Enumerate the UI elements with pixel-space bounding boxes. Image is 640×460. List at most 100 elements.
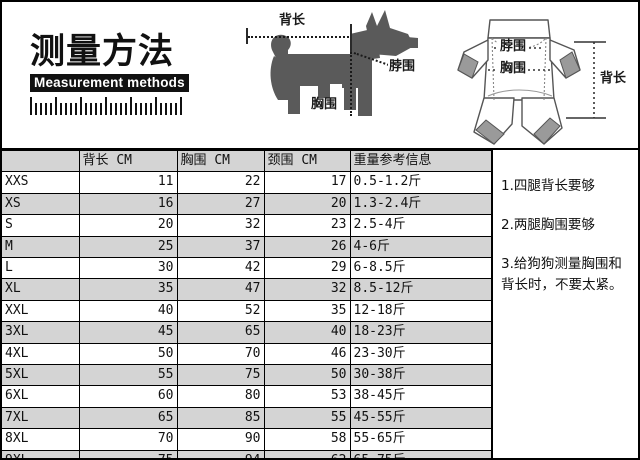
cell-neck-girth: 32 [263,278,351,301]
title-block: 测量方法 Measurement methods [30,34,220,115]
cell-size: XXL [2,299,80,323]
cell-back-length: 11 [78,171,178,194]
cell-chest-girth: 75 [176,364,265,387]
ruler-tick [35,102,37,115]
cell-chest-girth: 37 [176,235,265,259]
ruler-tick [50,102,52,115]
ruler-icon [30,96,182,115]
note-item-2: 2.两腿胸围要够 [501,216,595,233]
cell-size: M [2,235,80,259]
note-item-1: 1.四腿背长要够 [501,178,595,194]
table-row: 4XL 50 70 46 23-30斤 [2,342,492,366]
ruler-tick [115,102,117,115]
size-table: 背长 CM 胸围 CM 颈围 CM 重量参考信息 XXS 11 22 17 0.5-1.… [2,149,492,458]
cell-back-length: 20 [78,214,178,237]
cell-back-length: 60 [78,385,178,408]
cell-back-length: 65 [78,406,178,430]
ruler-tick [100,102,102,115]
cell-weight: 2.5-4斤 [349,214,492,237]
table-row: 7XL 65 85 55 45-55斤 [2,406,492,430]
ruler-tick [110,102,112,115]
ruler-tick [150,102,152,115]
cell-chest-girth: 90 [176,428,265,451]
ruler-tick [80,96,82,115]
cell-neck-girth: 50 [263,364,351,387]
cell-neck-girth: 53 [263,385,351,408]
header-chest-girth: 胸围 CM [176,149,265,173]
cell-chest-girth: 27 [176,192,265,216]
cell-weight: 55-65斤 [349,428,492,451]
ruler-tick [130,96,132,115]
back-length-dotted-line [248,36,352,38]
cell-chest-girth: 85 [176,406,265,430]
table-header-row: 背长 CM 胸围 CM 颈围 CM 重量参考信息 [2,149,492,173]
table-row: 8XL 70 90 58 55-65斤 [2,428,492,451]
cell-neck-girth: 23 [263,214,351,237]
cell-chest-girth: 42 [176,257,265,280]
ruler-tick [155,96,157,115]
ruler-tick [40,102,42,115]
cell-neck-girth: 20 [263,192,351,216]
cell-neck-girth: 46 [263,342,351,366]
dog-jumpsuit-diagram: 脖围 胸围 背长 [454,8,634,148]
cell-weight: 23-30斤 [349,342,492,366]
chest-girth-dotted-line [350,52,352,116]
cell-size: 6XL [2,385,80,408]
ruler-tick [180,96,182,115]
cell-back-length: 70 [78,428,178,451]
suit-neck-girth-label: 脖围 [498,39,529,55]
ruler-tick [45,102,47,115]
cell-neck-girth: 62 [263,449,351,458]
cell-size: L [2,257,80,280]
cell-size: 5XL [2,364,80,387]
cell-weight: 38-45斤 [349,385,492,408]
table-row: XS 16 27 20 1.3-2.4斤 [2,192,492,216]
dog-neck-girth-label: 脖围 [388,59,417,75]
cell-chest-girth: 22 [176,171,265,194]
cell-neck-girth: 29 [263,257,351,280]
table-row: 3XL 45 65 40 18-23斤 [2,321,492,344]
notes-panel: 1.四腿背长要够 2.两腿胸围要够 3.给狗狗测量胸围和背长时，不要太紧。 [491,150,638,458]
page-title: 测量方法 [30,32,175,72]
ruler-tick [90,102,92,115]
cell-back-length: 45 [78,321,178,344]
cell-back-length: 16 [78,192,178,216]
cell-size: 9XL [2,449,80,458]
cell-chest-girth: 65 [176,321,265,344]
table-row: XXL 40 52 35 12-18斤 [2,299,492,323]
cell-size: 4XL [2,342,80,366]
cell-back-length: 50 [78,342,178,366]
cell-weight: 45-55斤 [349,406,492,430]
table-row: 9XL75946265-75斤 [2,449,492,458]
cell-back-length: 75 [78,449,178,458]
cell-neck-girth: 58 [263,428,351,451]
cell-size: XXS [2,171,80,194]
ruler-tick [120,102,122,115]
dog-chest-girth-label: 胸围 [310,97,339,113]
back-length-left-tick [246,28,248,44]
header-back-length: 背长 CM [78,149,178,173]
ruler-tick [175,102,177,115]
cell-neck-girth: 17 [263,171,351,194]
ruler-tick [75,102,77,115]
table-body: XXS 11 22 17 0.5-1.2斤 XS 16 27 20 1.3-2.4斤 S 20 32 23… [2,171,492,458]
table-row: L 30 42 29 6-8.5斤 [2,257,492,280]
cell-weight: 1.3-2.4斤 [349,192,492,216]
cell-size: S [2,214,80,237]
ruler-tick [160,102,162,115]
ruler-tick [30,96,32,115]
header-weight: 重量参考信息 [349,149,492,173]
cell-chest-girth: 32 [176,214,265,237]
header-neck-girth: 颈围 CM [263,149,351,173]
cell-chest-girth: 47 [176,278,265,301]
note-item-3: 3.给狗狗测量胸围和背长时，不要太紧。 [501,255,623,293]
cell-size: 3XL [2,321,80,344]
table-row: 6XL 60 80 53 38-45斤 [2,385,492,408]
cell-weight: 4-6斤 [349,235,492,259]
cell-back-length: 35 [78,278,178,301]
cell-back-length: 30 [78,257,178,280]
dog-measurement-diagram: 背长 脖围 胸围 [238,6,428,148]
ruler-tick [145,102,147,115]
ruler-tick [125,102,127,115]
ruler-tick [135,102,137,115]
